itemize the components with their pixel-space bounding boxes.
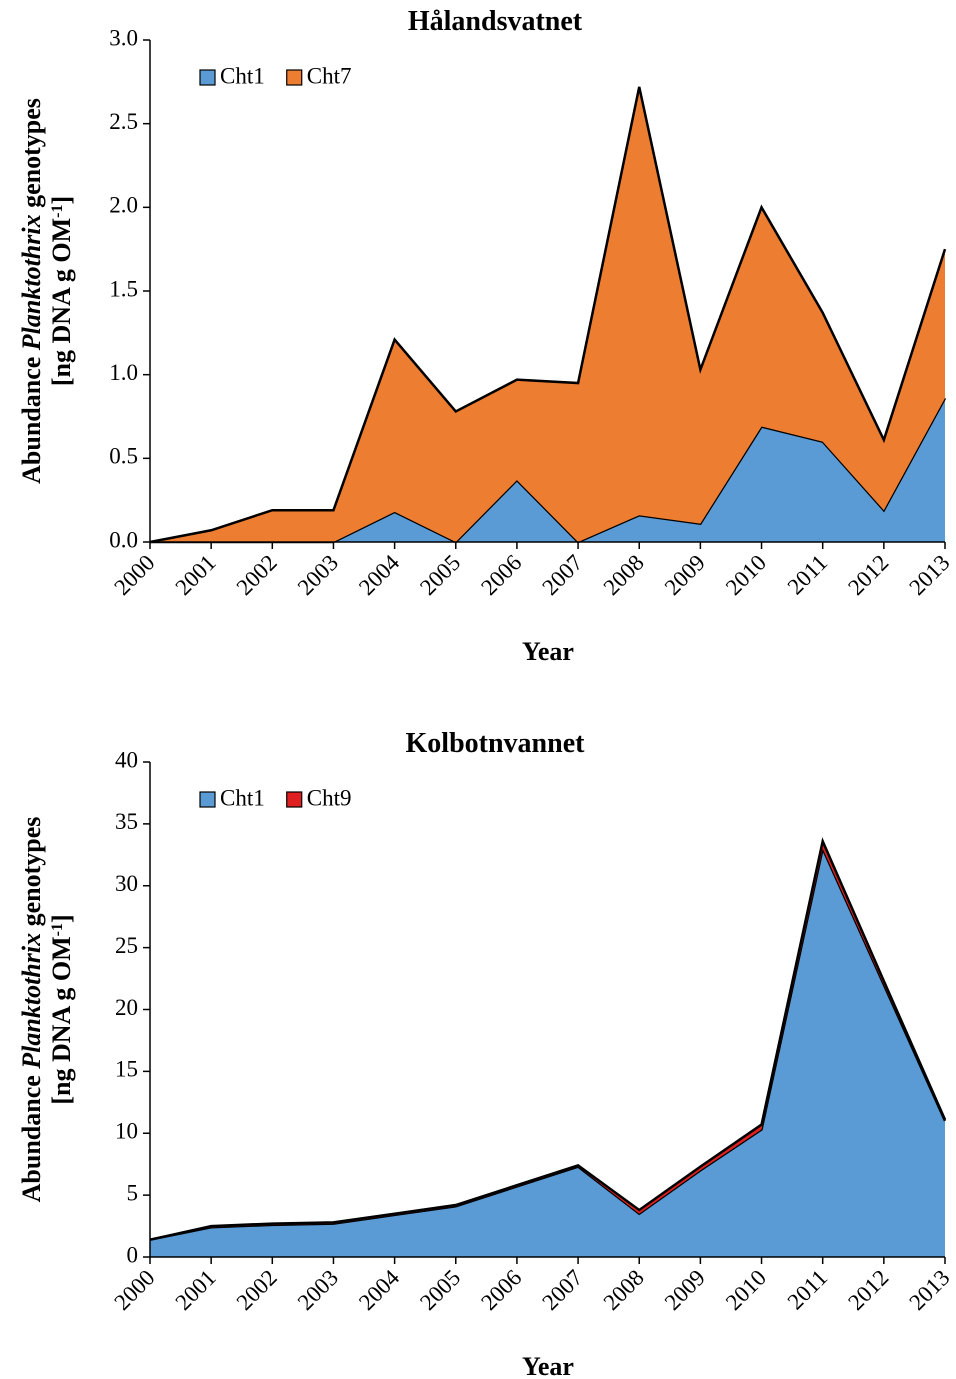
x-tick-label: 2012	[843, 550, 893, 600]
x-tick-label: 2001	[170, 1265, 220, 1315]
legend-label: Cht9	[307, 785, 352, 810]
y-tick-label: 0	[127, 1242, 139, 1267]
y-tick-label: 1.0	[109, 360, 138, 385]
x-tick-label: 2010	[721, 550, 771, 600]
legend-swatch	[199, 69, 216, 86]
x-tick-label: 2013	[904, 1265, 954, 1315]
y-axis-label-part: [ng DNA g OM	[47, 218, 76, 386]
y-axis-label-part: -1	[49, 923, 66, 936]
x-tick-label: 2007	[537, 550, 587, 600]
area	[150, 848, 945, 1257]
x-tick-label: 2006	[476, 550, 526, 600]
y-tick-label: 0.0	[109, 527, 138, 552]
y-axis-label: [ng DNA g OM-1]	[47, 196, 76, 386]
x-tick-label: 2000	[109, 550, 159, 600]
legend-label: Cht7	[307, 63, 352, 88]
x-tick-label: 2008	[599, 550, 649, 600]
x-tick-label: 2003	[293, 1265, 343, 1315]
x-tick-label: 2006	[476, 1265, 526, 1315]
x-tick-label: 2002	[232, 550, 282, 600]
area-edge	[149, 837, 947, 1241]
x-tick-label: 2007	[537, 1265, 587, 1315]
x-tick-label: 2009	[660, 550, 710, 600]
y-axis-label-part: ]	[47, 914, 76, 923]
y-axis-label: Abundance Planktothrix genotypes	[17, 817, 46, 1203]
x-tick-label: 2000	[109, 1265, 159, 1315]
y-axis-label: [ng DNA g OM-1]	[47, 914, 76, 1104]
legend-label: Cht1	[220, 785, 265, 810]
y-tick-label: 20	[115, 995, 138, 1020]
area	[150, 86, 945, 542]
y-axis-label-part: [ng DNA g OM	[47, 936, 76, 1104]
chart-title: Kolbotnvannet	[406, 728, 586, 759]
x-tick-label: 2010	[721, 1265, 771, 1315]
y-tick-label: 15	[115, 1057, 138, 1082]
y-tick-label: 35	[115, 809, 138, 834]
y-axis-label-part: Planktothrix	[17, 933, 46, 1070]
y-tick-label: 40	[115, 747, 138, 772]
y-tick-label: 1.5	[109, 276, 138, 301]
x-tick-label: 2005	[415, 550, 465, 600]
x-tick-label: 2011	[783, 550, 833, 600]
y-tick-label: 5	[127, 1180, 139, 1205]
y-axis-label-part: genotypes	[17, 98, 46, 214]
x-tick-label: 2011	[783, 1265, 833, 1315]
x-tick-label: 2009	[660, 1265, 710, 1315]
y-tick-label: 10	[115, 1119, 138, 1144]
y-tick-label: 25	[115, 933, 138, 958]
x-tick-label: 2004	[354, 1265, 405, 1316]
area-edge	[149, 86, 947, 544]
y-axis-label-part: Abundance	[17, 1069, 46, 1203]
x-tick-label: 2012	[843, 1265, 893, 1315]
area	[150, 398, 945, 542]
x-axis-label: Year	[522, 637, 574, 666]
y-tick-label: 0.5	[109, 444, 138, 469]
y-axis-label-part: genotypes	[17, 817, 46, 933]
y-axis-label-part: -1	[49, 205, 66, 218]
x-tick-label: 2003	[293, 550, 343, 600]
y-tick-label: 30	[115, 871, 138, 896]
x-tick-label: 2005	[415, 1265, 465, 1315]
x-tick-label: 2001	[170, 550, 220, 600]
x-tick-label: 2004	[354, 550, 405, 601]
x-tick-label: 2008	[599, 1265, 649, 1315]
chart-title: Hålandsvatnet	[408, 6, 583, 37]
y-axis-label-part: Abundance	[17, 350, 46, 484]
legend-swatch	[286, 791, 303, 808]
x-tick-label: 2002	[232, 1265, 282, 1315]
y-tick-label: 2.0	[109, 193, 138, 218]
x-axis-label: Year	[522, 1352, 574, 1379]
y-axis-label-part: Planktothrix	[17, 214, 46, 351]
y-axis-label-part: ]	[47, 196, 76, 205]
y-tick-label: 2.5	[109, 109, 138, 134]
legend-swatch	[286, 69, 303, 86]
y-tick-label: 3.0	[109, 25, 138, 50]
x-tick-label: 2013	[904, 550, 954, 600]
legend-swatch	[199, 791, 216, 808]
legend-label: Cht1	[220, 63, 265, 88]
y-axis-label: Abundance Planktothrix genotypes	[17, 98, 46, 484]
